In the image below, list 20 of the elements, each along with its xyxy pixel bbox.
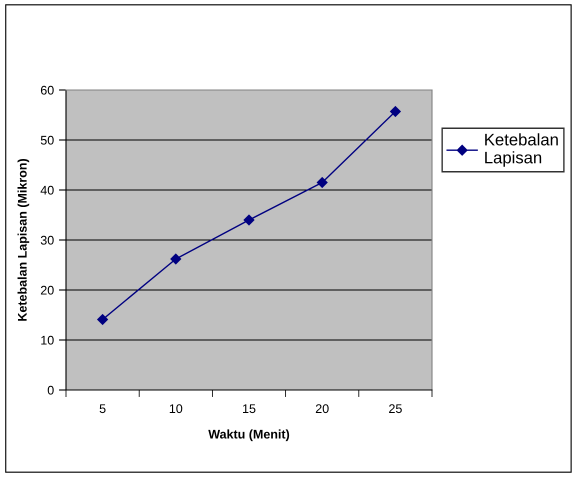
point (170, 254, 182, 264)
y-tick-label: 50 (40, 136, 54, 145)
y-tick-label: 0 (48, 386, 54, 395)
y-tick-label: 20 (40, 286, 54, 295)
x-axis-title: Waktu (Menit) (208, 429, 290, 442)
x-tick-label: 20 (316, 404, 329, 414)
point (97, 314, 108, 325)
x-tick-label: 25 (389, 404, 402, 414)
x-tick-label: 5 (100, 404, 106, 414)
y-tick-label: 40 (40, 186, 54, 195)
legend-label: Ketebalan Lapisan (485, 133, 558, 167)
y-tick-label: 30 (40, 236, 54, 245)
y-tick-label: 60 (40, 86, 54, 95)
point (316, 177, 328, 188)
x-tick-label: 10 (170, 404, 182, 414)
x-tick-label: 15 (243, 404, 256, 414)
y-axis-title: Ketebalan Lapisan (Mikron) (18, 159, 30, 321)
y-tick-label: 10 (41, 336, 54, 345)
point (390, 106, 401, 117)
point (244, 214, 254, 226)
